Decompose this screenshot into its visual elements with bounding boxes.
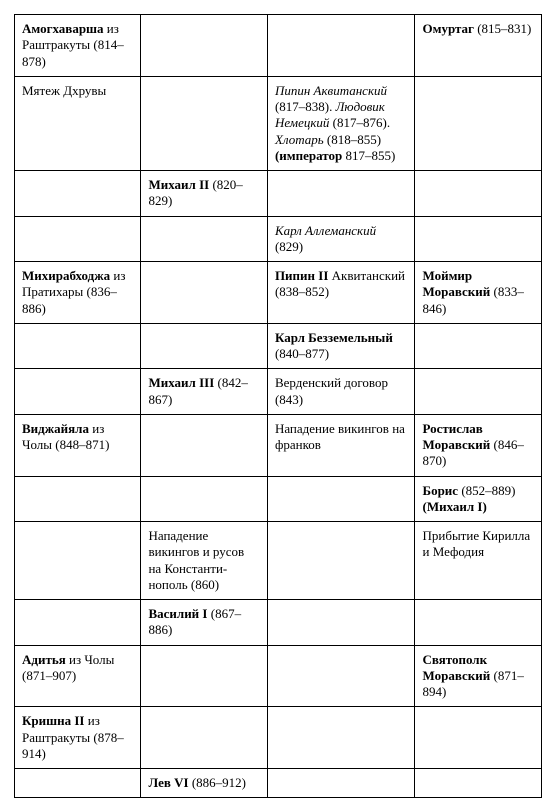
table-row: Карл Безземельный (840–877) — [15, 323, 542, 369]
table-row: Лев VI (886–912) — [15, 769, 542, 798]
table-row: Михаил III (842–867)Верденский договор (… — [15, 369, 542, 415]
table-cell — [15, 216, 141, 262]
table-cell: Кришна II из Раштракуты (878–914) — [15, 707, 141, 769]
table-row: Карл Аллеманский (829) — [15, 216, 542, 262]
table-cell: Моймир Моравский (833–846) — [415, 262, 542, 324]
table-cell: Михирабходжа из Пратихары (836–886) — [15, 262, 141, 324]
table-row: Адитья из Чолы (871–907) Святополк Моравс… — [15, 645, 542, 707]
table-cell — [141, 262, 267, 324]
table-row: Амогхаварша из Раштракуты (814–878) Омурт… — [15, 15, 542, 77]
table-cell: Нападение викингов и русов на Константи­… — [141, 522, 267, 600]
table-cell — [141, 15, 267, 77]
table-cell — [415, 216, 542, 262]
table-cell — [267, 476, 415, 522]
table-cell — [415, 323, 542, 369]
table-cell — [415, 171, 542, 217]
table-cell — [141, 414, 267, 476]
table-cell — [267, 522, 415, 600]
table-cell — [267, 769, 415, 798]
table-cell: Пипин Аквитанский (817–838). Людовик Нем… — [267, 76, 415, 170]
table-cell — [15, 476, 141, 522]
table-row: Михирабходжа из Пратихары (836–886) Пипин… — [15, 262, 542, 324]
table-cell — [415, 76, 542, 170]
table-cell: Ростислав Моравский (846–870) — [415, 414, 542, 476]
table-cell — [267, 600, 415, 646]
table-cell — [415, 369, 542, 415]
table-cell — [15, 522, 141, 600]
table-row: Нападение викингов и русов на Константи­… — [15, 522, 542, 600]
table-cell — [267, 15, 415, 77]
table-cell: Михаил II (820–829) — [141, 171, 267, 217]
table-cell: Виджайяла из Чолы (848–871) — [15, 414, 141, 476]
table-cell: Лев VI (886–912) — [141, 769, 267, 798]
table-cell: Омуртаг (815–831) — [415, 15, 542, 77]
table-cell — [141, 707, 267, 769]
table-cell — [267, 171, 415, 217]
table-cell: Прибытие Кирилла и Мефодия — [415, 522, 542, 600]
table-cell: Святополк Моравский (871–894) — [415, 645, 542, 707]
table-cell — [15, 769, 141, 798]
table-cell — [141, 76, 267, 170]
table-cell: Карл Безземельный (840–877) — [267, 323, 415, 369]
table-cell — [15, 323, 141, 369]
table-cell — [141, 645, 267, 707]
table-cell — [15, 171, 141, 217]
chronology-table: Амогхаварша из Раштракуты (814–878) Омурт… — [14, 14, 542, 798]
table-cell — [415, 769, 542, 798]
table-cell — [267, 645, 415, 707]
table-cell — [415, 707, 542, 769]
table-cell: Пипин II Аквитанский (838–852) — [267, 262, 415, 324]
table-cell — [141, 323, 267, 369]
table-cell — [15, 600, 141, 646]
table-row: Михаил II (820–829) — [15, 171, 542, 217]
table-cell — [267, 707, 415, 769]
table-cell — [141, 476, 267, 522]
table-row: Виджайяла из Чолы (848–871) Нападение вик… — [15, 414, 542, 476]
table-cell — [15, 369, 141, 415]
table-cell — [141, 216, 267, 262]
table-row: Борис (852–889) (Михаил I) — [15, 476, 542, 522]
table-row: Мятеж Дхрувы Пипин Аквитанский (817–838).… — [15, 76, 542, 170]
table-cell: Мятеж Дхрувы — [15, 76, 141, 170]
table-cell: Василий I (867–886) — [141, 600, 267, 646]
page: { "table": { "type": "table", "columns":… — [0, 0, 556, 764]
table-cell: Карл Аллеманский (829) — [267, 216, 415, 262]
table-row: Василий I (867–886) — [15, 600, 542, 646]
table-cell: Адитья из Чолы (871–907) — [15, 645, 141, 707]
table-cell: Нападение викингов на франков — [267, 414, 415, 476]
table-cell: Верденский договор (843) — [267, 369, 415, 415]
table-cell: Борис (852–889) (Михаил I) — [415, 476, 542, 522]
table-cell — [415, 600, 542, 646]
table-cell: Михаил III (842–867) — [141, 369, 267, 415]
table-cell: Амогхаварша из Раштракуты (814–878) — [15, 15, 141, 77]
table-row: Кришна II из Раштракуты (878–914) — [15, 707, 542, 769]
